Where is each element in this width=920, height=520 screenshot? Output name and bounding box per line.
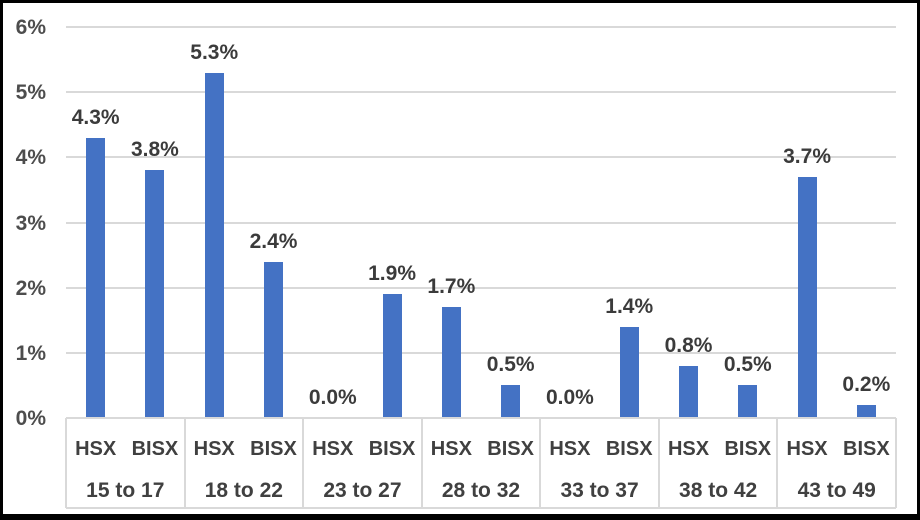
x-axis-series-label-bisx-33-to-37: BISX	[605, 438, 653, 460]
x-axis-group-label-15-to-17: 15 to 17	[86, 479, 165, 502]
bar-hsx-18-to-22	[204, 72, 224, 418]
x-axis-series-label-hsx-18-to-22: HSX	[193, 438, 235, 460]
y-axis-label-5-: 5%	[15, 81, 46, 105]
y-axis: 0% 1% 2% 3% 4% 5% 6%	[3, 3, 917, 514]
y-axis-label-3-: 3%	[15, 211, 46, 235]
x-axis-series-label-hsx-15-to-17: HSX	[75, 438, 117, 460]
bar-bisx-28-to-32	[501, 385, 521, 418]
bar-value-label-hsx-33-to-37: 0.0%	[545, 385, 594, 409]
bar-value-label-bisx-23-to-27: 1.9%	[368, 262, 416, 286]
x-axis-series-label-bisx-38-to-42: BISX	[724, 438, 772, 460]
x-axis-group-label-33-to-37: 33 to 37	[560, 479, 639, 502]
bar-bisx-15-to-17	[145, 170, 165, 418]
category-divider-5	[657, 418, 660, 508]
bar-value-label-bisx-43-to-49: 0.2%	[842, 372, 891, 396]
category-divider-7	[895, 418, 897, 508]
x-axis-group-label-23-to-27: 23 to 27	[323, 479, 402, 502]
bar-value-label-bisx-15-to-17: 3.8%	[130, 138, 179, 162]
category-divider-0	[65, 418, 67, 508]
x-axis-series-label-bisx-18-to-22: BISX	[250, 438, 297, 460]
x-axis-series-label-bisx-23-to-27: BISX	[368, 438, 416, 460]
gridline-6pct	[66, 26, 896, 28]
y-axis-label-1-: 1%	[15, 341, 46, 365]
bar-hsx-38-to-42	[679, 365, 698, 418]
x-axis-series-label-bisx-28-to-32: BISX	[487, 438, 534, 460]
x-axis-line	[66, 417, 896, 419]
bar-value-label-hsx-18-to-22: 5.3%	[190, 40, 239, 64]
bar-value-label-bisx-28-to-32: 0.5%	[486, 353, 535, 377]
x-axis: HSX BISX 15 to 17 HSX BISX 18 to 22 HSX BISX 23 …	[65, 417, 897, 509]
bar-bisx-43-to-49	[856, 404, 876, 418]
bar-value-label-hsx-15-to-17: 4.3%	[71, 105, 120, 129]
bar-bisx-33-to-37	[619, 326, 639, 418]
x-axis-series-label-hsx-28-to-32: HSX	[430, 438, 472, 460]
bar-bisx-18-to-22	[264, 261, 283, 418]
x-axis-series-label-bisx-43-to-49: BISX	[843, 438, 890, 460]
bar-bisx-38-to-42	[738, 385, 758, 418]
x-axis-group-label-18-to-22: 18 to 22	[204, 479, 283, 502]
bar-value-label-hsx-28-to-32: 1.7%	[427, 275, 476, 299]
bar-value-label-hsx-38-to-42: 0.8%	[664, 333, 713, 357]
category-box-bottom-line	[66, 507, 896, 509]
category-divider-3	[420, 418, 423, 508]
x-axis-group-label-38-to-42: 38 to 42	[679, 479, 758, 502]
gridline-4pct	[66, 156, 896, 159]
x-axis-group-label-43-to-49: 43 to 49	[797, 479, 876, 502]
category-divider-1	[183, 418, 186, 508]
x-axis-group-label-28-to-32: 28 to 32	[441, 479, 521, 502]
category-divider-4	[539, 418, 542, 508]
bar-value-label-bisx-18-to-22: 2.4%	[249, 229, 298, 253]
x-axis-series-label-bisx-15-to-17: BISX	[131, 438, 179, 460]
x-axis-series-label-hsx-33-to-37: HSX	[549, 438, 591, 460]
bar-bisx-23-to-27	[382, 294, 402, 418]
category-divider-2	[302, 418, 305, 508]
y-axis-label-2-: 2%	[15, 276, 46, 300]
gridline-2pct	[66, 286, 896, 289]
x-axis-series-label-hsx-38-to-42: HSX	[667, 438, 710, 460]
bar-value-label-bisx-33-to-37: 1.4%	[605, 294, 654, 318]
bar-value-label-bisx-38-to-42: 0.5%	[723, 353, 772, 377]
gridline-1pct	[66, 351, 896, 354]
y-axis-label-0-: 0%	[15, 407, 46, 430]
bar-hsx-28-to-32	[441, 307, 461, 418]
gridline-3pct	[66, 221, 896, 224]
y-axis-label-6-: 6%	[15, 16, 46, 39]
x-axis-series-label-hsx-43-to-49: HSX	[786, 438, 828, 460]
bar-hsx-15-to-17	[86, 137, 106, 418]
gridline-5pct	[66, 91, 896, 94]
bar-hsx-43-to-49	[797, 176, 817, 418]
plot-area: 4.3% 3.8% 5.3% 2.4% 0.0% 1.9% 1.7% 0.5% 0.0% 1.4%…	[66, 26, 896, 418]
bar-value-label-hsx-23-to-27: 0.0%	[308, 385, 357, 409]
category-divider-6	[776, 418, 779, 508]
x-axis-series-label-hsx-23-to-27: HSX	[312, 438, 354, 460]
bar-value-label-hsx-43-to-49: 3.7%	[783, 144, 831, 168]
y-axis-label-4-: 4%	[15, 146, 46, 170]
